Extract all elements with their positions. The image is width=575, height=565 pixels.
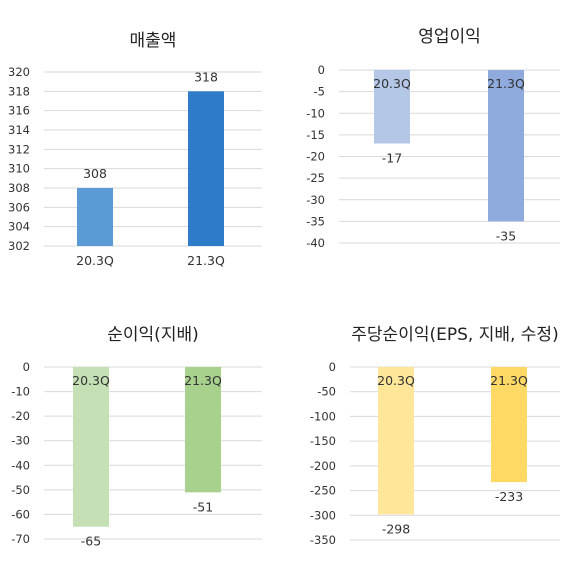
y-tick-label: 302: [8, 239, 30, 253]
data-label: 318: [194, 69, 218, 84]
data-label: -35: [496, 228, 516, 243]
data-label: -233: [495, 489, 523, 504]
bar-20.3Q: [77, 188, 113, 246]
bar-21.3Q: [491, 367, 527, 483]
bar-20.3Q: [378, 367, 414, 515]
category-label: 20.3Q: [76, 253, 114, 268]
chart-title: 순이익(지배): [107, 325, 198, 345]
bar-20.3Q: [73, 367, 109, 527]
category-label: 21.3Q: [187, 253, 225, 268]
y-tick-label: -300: [310, 508, 336, 522]
y-tick-label: 316: [8, 104, 30, 118]
bar-21.3Q: [488, 70, 524, 222]
y-tick-label: 318: [8, 84, 30, 98]
y-tick-label: 308: [8, 181, 30, 195]
y-tick-label: 312: [8, 142, 30, 156]
bar-21.3Q: [185, 367, 221, 493]
y-tick-label: -10: [11, 385, 30, 399]
y-tick-label: 314: [8, 123, 30, 137]
data-label: -298: [382, 521, 410, 536]
y-tick-label: -150: [310, 434, 336, 448]
y-tick-label: -25: [306, 171, 325, 185]
bar-20.3Q: [374, 70, 410, 144]
y-tick-label: 306: [8, 200, 30, 214]
y-tick-label: -15: [306, 128, 325, 142]
y-tick-label: 0: [329, 360, 336, 374]
data-label: -65: [81, 534, 101, 549]
chart-operating-profit: 영업이익 0 -5 -10 -15 -20 -25 -30 -35 -40 -17 20.3Q -35 2…: [306, 27, 560, 250]
y-tick-label: 0: [318, 63, 325, 77]
y-tick-label: 320: [8, 65, 30, 79]
chart-title: 매출액: [130, 31, 177, 51]
y-tick-label: 310: [8, 162, 30, 176]
bar-21.3Q: [188, 91, 224, 246]
category-label: 20.3Q: [72, 373, 110, 388]
y-tick-label: -30: [306, 193, 325, 207]
y-tick-label: 0: [23, 360, 30, 374]
y-tick-label: -40: [306, 236, 325, 250]
y-tick-label: -350: [310, 533, 336, 547]
y-tick-label: -50: [11, 483, 30, 497]
category-label: 20.3Q: [377, 373, 415, 388]
chart-title: 주당순이익(EPS, 지배, 수정): [351, 325, 558, 345]
y-tick-label: -30: [11, 434, 30, 448]
category-label: 21.3Q: [487, 76, 525, 91]
data-label: -17: [382, 151, 402, 166]
y-tick-label: -10: [306, 106, 325, 120]
chart-revenue: 매출액 302 304 306 308 310 312 314 316 318 320 308 20.3…: [8, 31, 262, 268]
y-tick-label: -40: [11, 458, 30, 472]
y-tick-label: -20: [306, 150, 325, 164]
y-tick-label: -60: [11, 507, 30, 521]
y-tick-label: -50: [317, 385, 336, 399]
category-label: 21.3Q: [490, 373, 528, 388]
y-tick-label: -200: [310, 459, 336, 473]
y-tick-label: -250: [310, 484, 336, 498]
y-tick-label: -20: [11, 409, 30, 423]
y-tick-label: -100: [310, 409, 336, 423]
chart-eps: 주당순이익(EPS, 지배, 수정) 0 -50 -100 -150 -200 -250 -3…: [310, 325, 560, 547]
y-tick-label: -70: [11, 532, 30, 546]
y-tick-label: -35: [306, 214, 325, 228]
category-label: 21.3Q: [184, 373, 222, 388]
y-tick-label: -5: [314, 85, 325, 99]
category-label: 20.3Q: [373, 76, 411, 91]
chart-title: 영업이익: [418, 27, 481, 47]
data-label: 308: [83, 166, 107, 181]
chart-net-income: 순이익(지배) 0 -10 -20 -30 -40 -50 -60 -70 -65 20.3Q -51…: [11, 325, 262, 549]
y-tick-label: 304: [8, 220, 30, 234]
data-label: -51: [193, 499, 213, 514]
